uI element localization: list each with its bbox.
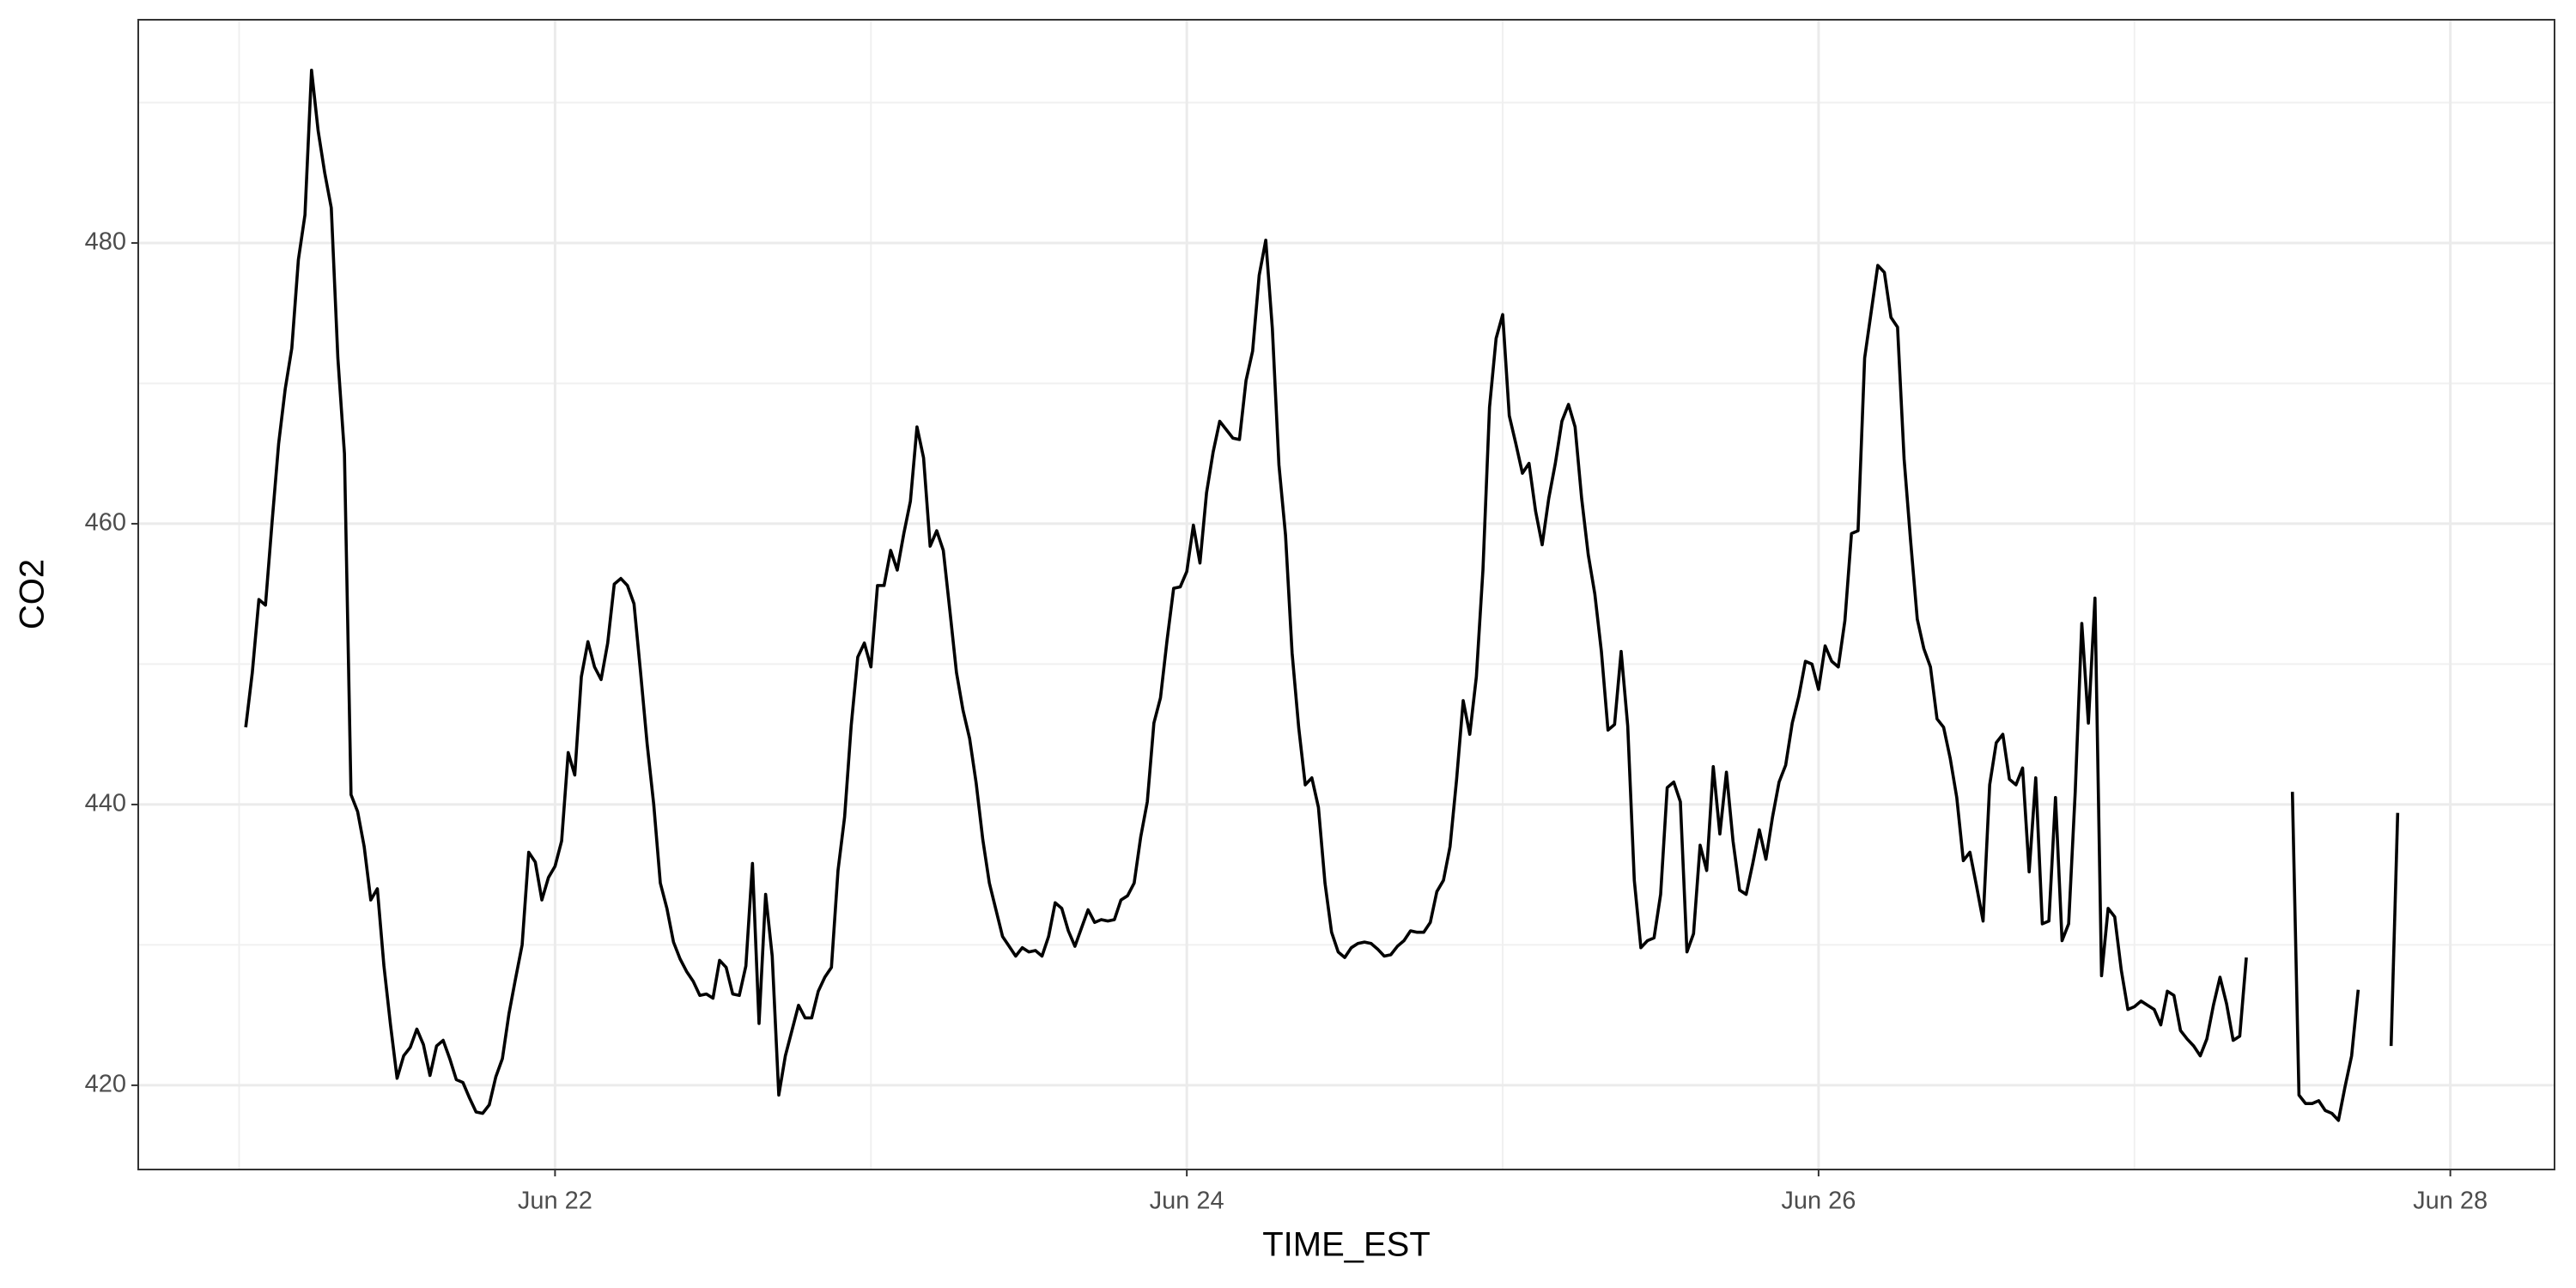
panel-border — [137, 19, 2555, 1170]
data-line — [244, 69, 2248, 1115]
y-tick-label: 420 — [85, 1071, 126, 1098]
y-tick-label: 440 — [85, 790, 126, 817]
x-axis-title: TIME_EST — [1262, 1226, 1431, 1264]
data-line — [2389, 812, 2400, 1047]
x-tick-label: Jun 22 — [518, 1188, 592, 1215]
x-tick-label: Jun 24 — [1150, 1188, 1224, 1215]
y-tick-label: 480 — [85, 228, 126, 256]
x-tick-label: Jun 26 — [1781, 1188, 1856, 1215]
y-tick-label: 460 — [85, 509, 126, 537]
y-axis-title: CO2 — [14, 559, 52, 629]
data-line — [2290, 792, 2360, 1122]
x-tick-label: Jun 28 — [2413, 1188, 2488, 1215]
